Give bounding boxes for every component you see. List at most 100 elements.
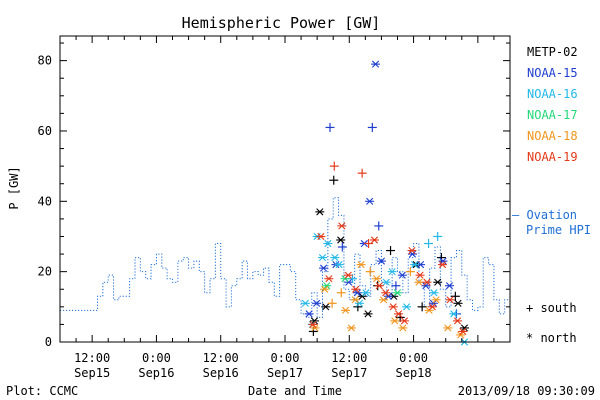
north-point — [352, 289, 362, 297]
star-stroke-d2 — [324, 239, 332, 248]
north-point — [372, 275, 382, 283]
north-point — [438, 261, 447, 269]
star-stroke-d2 — [301, 299, 309, 307]
north-point — [319, 264, 329, 272]
satellite-points — [300, 60, 469, 346]
north-point — [350, 296, 360, 304]
north-point — [453, 317, 462, 325]
x-tick-time: 12:00 — [74, 351, 110, 365]
north-point — [393, 289, 402, 297]
star-stroke-d2 — [347, 324, 356, 332]
north-point — [371, 60, 381, 68]
x-tick-time: 12:00 — [331, 351, 367, 365]
star-stroke-d2 — [428, 303, 436, 311]
legend: METP-02 NOAA-15 NOAA-16 NOAA-17 NOAA-18 NOAA-… — [512, 45, 591, 345]
star-stroke-d2 — [371, 60, 380, 68]
star-stroke-d2 — [450, 310, 458, 318]
south-point — [417, 302, 427, 312]
star-stroke-d2 — [399, 324, 407, 332]
star-stroke-d2 — [384, 292, 392, 300]
south-point — [327, 298, 337, 308]
star-stroke-d2 — [400, 317, 409, 325]
north-point — [414, 278, 424, 286]
north-point — [310, 324, 320, 332]
south-point — [367, 122, 377, 132]
north-point — [365, 197, 375, 205]
north-point — [387, 268, 397, 276]
x-tick-time: 0:00 — [399, 351, 428, 365]
star-stroke-d2 — [355, 299, 364, 307]
ovation-step-line — [60, 197, 511, 318]
star-stroke-d2 — [416, 271, 424, 279]
star-stroke-d2 — [352, 285, 360, 293]
star-stroke-d2 — [351, 296, 359, 304]
north-point — [304, 310, 314, 318]
star-stroke-d2 — [364, 310, 372, 318]
star-stroke-d2 — [434, 278, 442, 286]
south-point — [329, 161, 339, 171]
legend-south: + south — [526, 301, 577, 315]
north-point — [346, 324, 356, 332]
north-point — [321, 303, 331, 311]
x-tick-date: Sep17 — [267, 366, 303, 380]
star-stroke-d2 — [391, 317, 399, 325]
legend-metp-02: METP-02 — [527, 45, 578, 59]
footer-timestamp: 2013/09/18 09:30:09 — [458, 384, 595, 398]
legend-noaa-15: NOAA-15 — [527, 66, 578, 80]
north-point — [398, 324, 408, 332]
legend-ovation-line1: — Ovation — [512, 208, 577, 222]
star-stroke-d2 — [408, 250, 417, 258]
y-tick-label: 0 — [45, 335, 52, 349]
star-stroke-d2 — [430, 289, 438, 297]
north-point — [315, 208, 325, 216]
star-stroke-d2 — [438, 261, 447, 269]
star-stroke-d2 — [325, 275, 333, 283]
north-point — [379, 296, 389, 304]
north-point — [361, 289, 371, 297]
series-noaa-19 — [308, 161, 468, 336]
star-stroke-d2 — [310, 317, 319, 325]
north-point — [374, 282, 384, 290]
north-point — [431, 296, 441, 304]
north-point — [388, 303, 398, 311]
north-point — [422, 278, 432, 286]
ovation-series — [60, 197, 511, 318]
north-point — [351, 285, 361, 293]
star-stroke-d2 — [416, 261, 425, 269]
south-point — [325, 122, 335, 132]
north-point — [433, 278, 443, 286]
star-stroke-d2 — [444, 324, 452, 332]
star-stroke-d2 — [317, 232, 325, 241]
star-stroke-d2 — [377, 257, 386, 265]
north-point — [397, 271, 407, 279]
north-point — [456, 331, 466, 339]
chart-title: Hemispheric Power [GW] — [182, 14, 381, 32]
north-point — [415, 271, 425, 279]
north-point — [453, 299, 463, 307]
star-stroke-d2 — [382, 278, 390, 286]
legend-north: * north — [526, 331, 577, 345]
north-point — [427, 303, 437, 311]
x-tick-time: 12:00 — [203, 351, 239, 365]
south-point — [405, 267, 415, 277]
star-stroke-d2 — [446, 296, 454, 304]
star-stroke-d2 — [398, 271, 406, 279]
legend-noaa-16: NOAA-16 — [527, 87, 578, 101]
north-point — [323, 239, 333, 248]
north-point — [322, 282, 332, 290]
north-point — [381, 278, 391, 286]
star-stroke-d2 — [311, 324, 319, 332]
legend-noaa-19: NOAA-19 — [527, 150, 578, 164]
star-stroke-d2 — [322, 303, 330, 311]
star-stroke-d2 — [453, 317, 462, 325]
south-point — [424, 239, 434, 249]
star-stroke-d2 — [388, 268, 396, 276]
star-stroke-d2 — [353, 289, 361, 297]
north-point — [458, 327, 468, 336]
north-point — [324, 275, 334, 283]
x-tick-date: Sep15 — [74, 366, 110, 380]
north-point — [330, 253, 340, 262]
x-tick-time: 0:00 — [142, 351, 171, 365]
star-stroke-d2 — [403, 303, 411, 311]
north-point — [394, 310, 404, 318]
